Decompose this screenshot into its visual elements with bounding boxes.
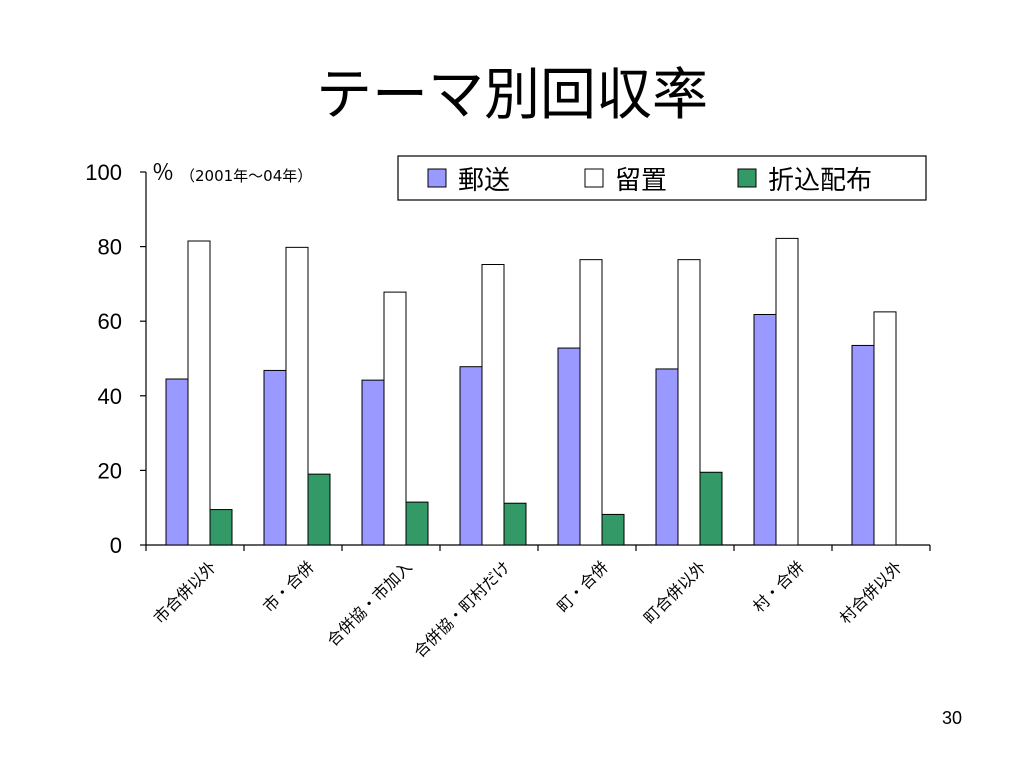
bar-折込配布 bbox=[307, 473, 331, 546]
bar-郵送 bbox=[263, 369, 287, 546]
category-label: 村合併以外 bbox=[836, 557, 906, 627]
y-tick-label: 0 bbox=[110, 533, 122, 558]
bar-折込配布 bbox=[405, 501, 429, 546]
bar-折込配布 bbox=[503, 502, 527, 546]
y-tick-label: 100 bbox=[85, 160, 122, 185]
legend-swatch bbox=[737, 168, 757, 188]
y-tick-label: 20 bbox=[98, 458, 122, 483]
category-label: 町合併以外 bbox=[640, 557, 710, 627]
bar-郵送 bbox=[459, 366, 483, 546]
chart-legend: 郵送 留置 折込配布 bbox=[397, 155, 927, 201]
legend-frame bbox=[397, 155, 927, 201]
category-label: 合併協・市加入 bbox=[323, 557, 416, 650]
bar-折込配布 bbox=[209, 509, 233, 546]
legend-swatch bbox=[584, 168, 604, 188]
y-tick-label: 60 bbox=[98, 309, 122, 334]
category-label: 町・合併 bbox=[553, 557, 612, 616]
bar-留置 bbox=[677, 259, 701, 546]
legend-label: 留置 bbox=[615, 166, 667, 196]
category-label: 市・合併 bbox=[259, 557, 318, 616]
bar-留置 bbox=[579, 259, 603, 546]
bar-郵送 bbox=[851, 344, 875, 546]
bar-折込配布 bbox=[601, 513, 625, 546]
y-tick-label: 40 bbox=[98, 384, 122, 409]
chart-axes: 0 20 40 60 80 100 bbox=[85, 160, 931, 558]
bar-留置 bbox=[775, 237, 799, 546]
category-label: 村・合併 bbox=[749, 557, 808, 616]
bar-郵送 bbox=[655, 368, 679, 546]
period-label: （2001年～04年） bbox=[180, 167, 312, 185]
bar-留置 bbox=[187, 240, 211, 546]
legend-label: 郵送 bbox=[458, 166, 510, 196]
bar-折込配布 bbox=[699, 471, 723, 546]
category-label: 合併協・町村だけ bbox=[410, 557, 514, 661]
bar-留置 bbox=[285, 246, 309, 546]
slide-title: テーマ別回収率 bbox=[316, 63, 708, 128]
page-number: 30 bbox=[941, 708, 962, 728]
bar-郵送 bbox=[753, 313, 777, 546]
bar-留置 bbox=[481, 264, 505, 546]
bar-郵送 bbox=[165, 378, 189, 546]
category-label: 市合併以外 bbox=[150, 557, 220, 627]
bar-留置 bbox=[383, 291, 407, 546]
bar-留置 bbox=[873, 311, 897, 546]
bar-郵送 bbox=[557, 347, 581, 546]
legend-label: 折込配布 bbox=[768, 166, 872, 196]
y-tick-label: 80 bbox=[98, 235, 122, 260]
y-unit-label: ％ bbox=[152, 161, 174, 186]
bar-郵送 bbox=[361, 379, 385, 546]
chart-bars bbox=[165, 237, 897, 546]
legend-swatch bbox=[427, 168, 447, 188]
